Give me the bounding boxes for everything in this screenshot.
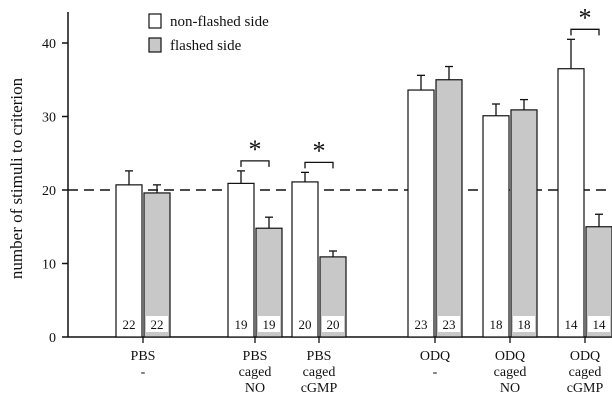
labels: 22 22 19 19 20 20 23 23 18 18 14 14 * * *: [118, 3, 610, 332]
x-category-label: caged: [303, 365, 336, 380]
n-label-box: [146, 316, 168, 332]
legend-label: non-flashed side: [170, 14, 269, 30]
n-label: 19: [263, 317, 276, 332]
x-category-label: ODQ: [420, 349, 450, 364]
n-label-box: [230, 316, 252, 332]
bars: [115, 38, 612, 338]
y-tick-label: 40: [42, 37, 56, 52]
significance-star: *: [249, 135, 262, 164]
legend-swatch: [148, 13, 162, 29]
n-label: 14: [593, 317, 607, 332]
significance-bracket: [304, 161, 334, 169]
significance-bracket: [240, 160, 270, 167]
x-category-label: -: [433, 365, 438, 380]
n-label: 20: [327, 317, 340, 332]
n-label-box: [258, 316, 280, 332]
legend-swatch: [148, 37, 162, 53]
x-category-label: ODQ: [495, 349, 525, 364]
y-axis-title: number of stimuli to criterion: [7, 77, 26, 279]
n-label: 22: [151, 317, 164, 332]
bar: [115, 184, 143, 338]
n-label: 14: [565, 317, 579, 332]
n-label: 23: [415, 317, 428, 332]
n-label-box: [322, 316, 344, 332]
bar: [407, 89, 435, 338]
n-label: 18: [490, 317, 503, 332]
n-label: 19: [235, 317, 248, 332]
n-label-box: [560, 316, 582, 332]
x-category-label: -: [141, 365, 146, 380]
bar: [557, 68, 585, 338]
bar: [510, 109, 538, 338]
bar: [143, 192, 171, 338]
y-tick-label: 10: [42, 258, 56, 273]
significance-star: *: [313, 136, 326, 165]
x-category-label: NO: [245, 381, 265, 396]
n-label-box: [294, 316, 316, 332]
n-label: 20: [299, 317, 312, 332]
y-tick-label: 0: [49, 331, 56, 346]
n-label: 23: [443, 317, 456, 332]
x-category-label: PBS: [243, 349, 268, 364]
legend-label: flashed side: [170, 38, 242, 54]
n-label-box: [410, 316, 432, 332]
y-tick-label: 20: [42, 184, 56, 199]
y-tick-label: 30: [42, 111, 56, 126]
x-category-label: caged: [494, 365, 527, 380]
x-category-label: caged: [239, 365, 272, 380]
significance-star: *: [579, 3, 592, 32]
bar: [291, 181, 319, 338]
significance-bracket: [570, 28, 600, 36]
bar: [435, 79, 463, 338]
n-label-box: [588, 316, 610, 332]
n-label: 18: [518, 317, 531, 332]
x-category-label: cGMP: [567, 381, 604, 396]
n-label: 22: [123, 317, 136, 332]
x-category-label: PBS: [307, 349, 332, 364]
x-category-label: PBS: [131, 349, 156, 364]
bar: [227, 182, 255, 338]
n-label-box: [118, 316, 140, 332]
x-category-label: caged: [569, 365, 602, 380]
n-label-box: [513, 316, 535, 332]
legend: non-flashed side flashed side: [148, 13, 269, 54]
x-category-label: ODQ: [570, 349, 600, 364]
bar: [482, 115, 510, 338]
n-label-box: [438, 316, 460, 332]
n-label-box: [485, 316, 507, 332]
x-category-label: NO: [500, 381, 520, 396]
x-category-label: cGMP: [301, 381, 338, 396]
axes: 0 10 20 30 40 number of stimuli to criterion P…: [7, 12, 612, 396]
